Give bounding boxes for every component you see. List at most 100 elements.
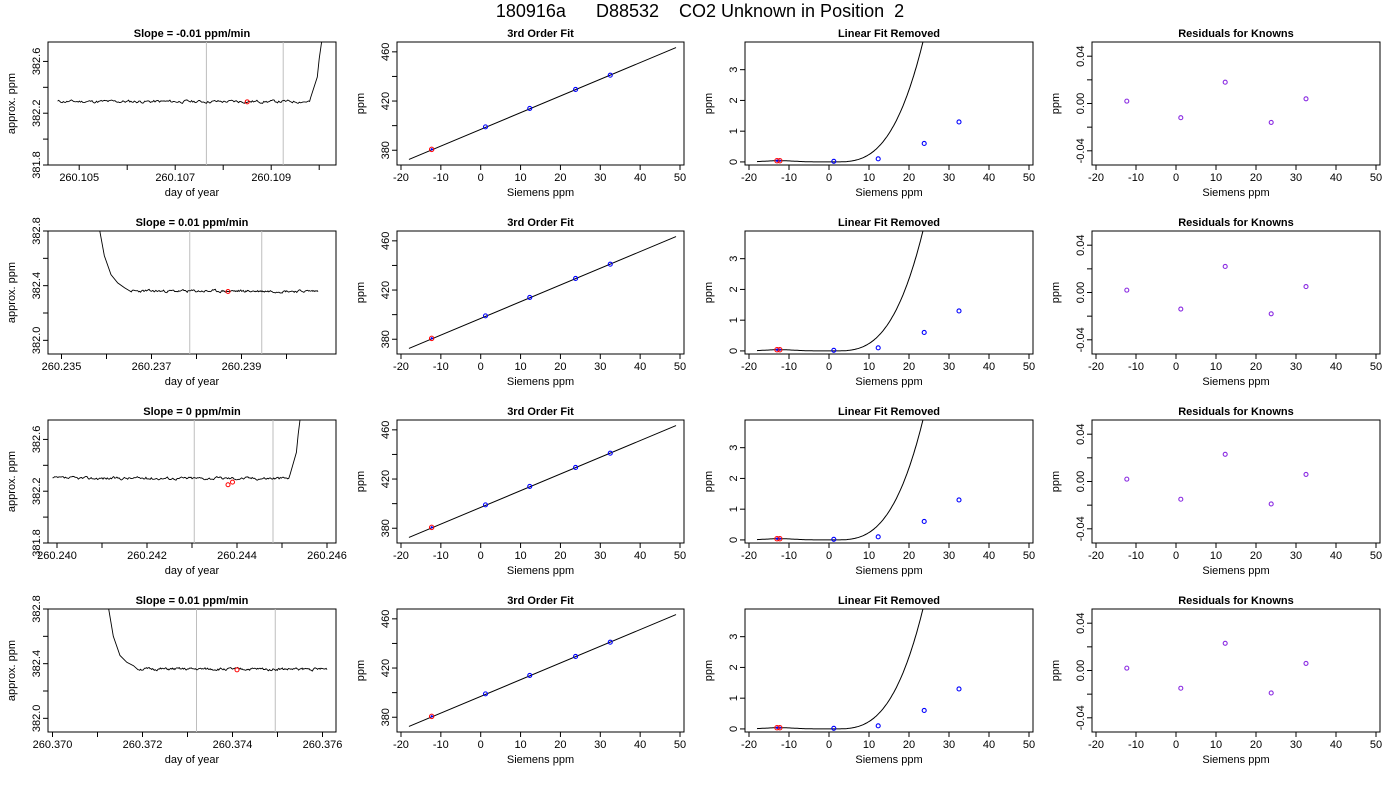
x-axis-label: Siemens ppm	[1202, 187, 1269, 199]
x-axis-label: day of year	[165, 376, 220, 388]
x-tick-label: 50	[1023, 739, 1035, 751]
y-axis-label: ppm	[703, 282, 715, 303]
known-point	[573, 464, 579, 471]
x-tick-label: 40	[634, 550, 646, 562]
panel-r1-c3: Linear Fit Removed -20 -10 0 10 20 30 40 50 0 1 2 3 S…	[703, 28, 1035, 199]
x-tick-label: 260.237	[132, 361, 172, 373]
unknown-point-core	[430, 526, 433, 529]
y-tick-label: 0.00	[1075, 282, 1087, 303]
plot-area	[52, 420, 301, 543]
known-point	[1268, 119, 1274, 125]
x-tick-label: -10	[433, 172, 449, 184]
x-tick-label: 40	[983, 361, 995, 373]
x-tick-label: 30	[1290, 550, 1302, 562]
panel-r3-c2: 3rd Order Fit -20 -10 0 10 20 30 40 50 380 420 460 S…	[355, 406, 686, 577]
x-tick-label: 40	[1330, 361, 1342, 373]
mean-marker	[234, 667, 240, 673]
x-tick-label: 260.246	[307, 550, 347, 562]
plot-frame	[744, 41, 1034, 166]
known-point	[573, 653, 579, 660]
panel-title: 3rd Order Fit	[507, 28, 574, 40]
unknown-point	[428, 146, 435, 153]
y-tick-label: 0	[728, 348, 740, 354]
known-point	[573, 86, 579, 93]
y-tick-label: 3	[728, 256, 740, 262]
y-tick-label: 382.0	[31, 327, 43, 355]
x-tick-label: -20	[1088, 550, 1104, 562]
x-axis-label: Siemens ppm	[855, 376, 922, 388]
y-axis-label: ppm	[1050, 282, 1062, 303]
panel-r3-c1: Slope = 0 ppm/min 260.240 260.242 260.244 26…	[6, 406, 347, 577]
x-tick-label: 260.107	[155, 172, 195, 184]
x-axis-label: day of year	[165, 187, 220, 199]
plot-frame	[47, 230, 337, 355]
fit-curve	[756, 231, 924, 352]
panel-r2-c4: Residuals for Knowns -20 -10 0 10 20 30 40 50 -0.…	[1050, 217, 1382, 388]
known-point	[607, 261, 613, 267]
known-point	[831, 158, 837, 164]
x-tick-label: -10	[433, 739, 449, 751]
y-tick-label: 382.2	[31, 99, 43, 127]
y-tick-label: -0.04	[1075, 327, 1087, 352]
y-tick-label: 382.8	[31, 595, 43, 623]
panel-title: Slope = 0 ppm/min	[143, 406, 241, 418]
unknown-point	[428, 713, 435, 720]
panel-r1-c1: Slope = -0.01 ppm/min 260.105 260.107 260.1…	[6, 28, 337, 199]
x-tick-label: 20	[903, 550, 915, 562]
x-tick-label: 30	[943, 361, 955, 373]
panel-r1-c2: 3rd Order Fit -20 -10 0 10 20 30 40 50 380 420 460 S…	[355, 28, 686, 199]
x-tick-label: 50	[674, 739, 686, 751]
plot-area	[1124, 640, 1309, 696]
x-tick-label: 20	[554, 361, 566, 373]
known-point	[1222, 263, 1228, 270]
x-tick-label: 260.109	[251, 172, 291, 184]
mean-marker	[225, 289, 231, 295]
plot-area	[408, 236, 677, 349]
y-tick-label: 382.4	[31, 650, 43, 678]
x-tick-label: 30	[1290, 739, 1302, 751]
x-tick-label: 20	[1250, 361, 1262, 373]
y-tick-label: 0	[728, 159, 740, 165]
panel-r1-c4: Residuals for Knowns -20 -10 0 10 20 30 40 50 -0.…	[1050, 28, 1382, 199]
known-point	[573, 275, 579, 282]
x-tick-label: 0	[478, 739, 484, 751]
x-tick-label: -10	[781, 550, 797, 562]
x-tick-label: 260.240	[37, 550, 77, 562]
y-tick-label: 382.6	[31, 48, 43, 76]
y-tick-label: 382.6	[31, 426, 43, 454]
known-point	[875, 534, 881, 540]
x-tick-label: 30	[594, 550, 606, 562]
y-tick-label: 0	[728, 537, 740, 543]
plot-area	[408, 614, 677, 727]
y-tick-label: 380	[380, 519, 392, 537]
y-tick-label: 0.00	[1075, 471, 1087, 492]
x-tick-label: 260.376	[303, 739, 343, 751]
x-tick-label: -10	[1128, 739, 1144, 751]
unknown-point	[428, 524, 435, 531]
x-tick-label: 30	[1290, 361, 1302, 373]
x-tick-label: 50	[674, 361, 686, 373]
fit-line	[408, 425, 677, 538]
x-tick-label: -20	[393, 739, 409, 751]
y-axis-label: ppm	[1050, 93, 1062, 114]
panel-title: 3rd Order Fit	[507, 406, 574, 418]
y-tick-label: 0.04	[1075, 45, 1087, 66]
x-tick-label: 0	[478, 172, 484, 184]
known-point	[527, 483, 533, 489]
known-point	[482, 502, 489, 508]
x-tick-label: -20	[741, 739, 757, 751]
unknown-point-core	[775, 348, 779, 351]
x-tick-label: 260.105	[59, 172, 99, 184]
x-tick-label: 20	[1250, 172, 1262, 184]
x-tick-label: 0	[826, 550, 832, 562]
x-tick-label: 30	[1290, 172, 1302, 184]
panel-r3-c3: Linear Fit Removed -20 -10 0 10 20 30 40 50 0 1 2 3 S…	[703, 406, 1035, 577]
x-tick-label: 10	[514, 739, 526, 751]
panel-r2-c1: Slope = 0.01 ppm/min 260.235 260.237 260.23…	[6, 217, 337, 388]
unknown-point-core	[430, 148, 433, 151]
mean-marker	[225, 482, 231, 488]
plot-area	[756, 609, 962, 731]
plot-frame	[396, 419, 685, 544]
x-tick-label: -20	[1088, 361, 1104, 373]
x-tick-label: 30	[943, 739, 955, 751]
